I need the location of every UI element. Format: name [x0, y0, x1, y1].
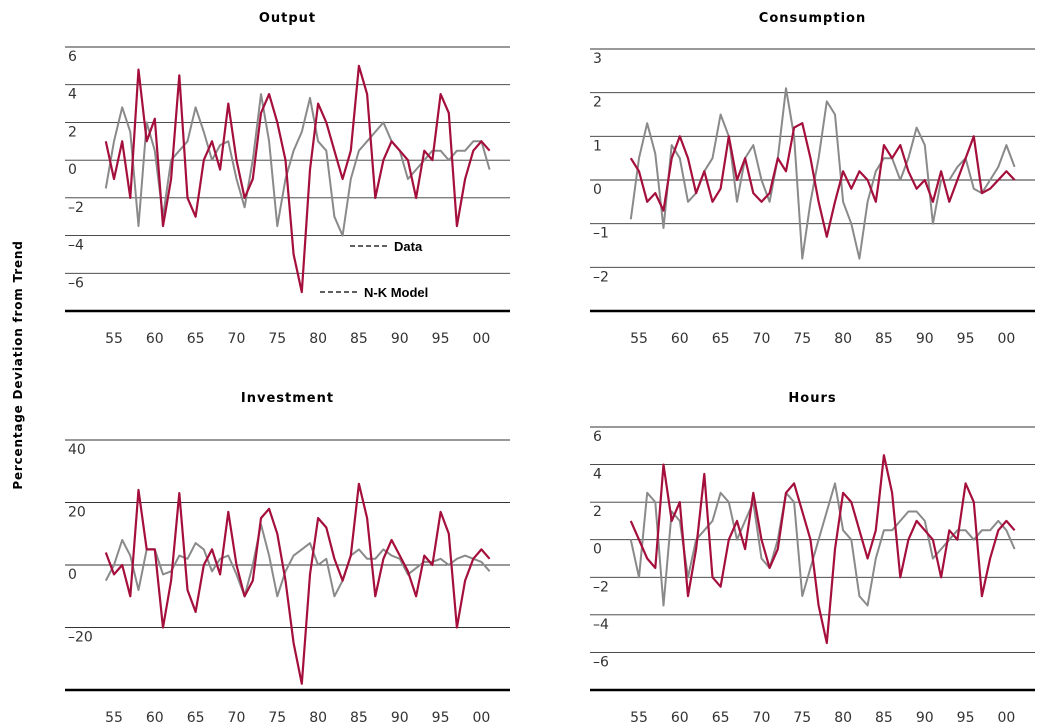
x-tick-label: 70: [228, 331, 246, 347]
x-tick-label: 90: [916, 710, 934, 726]
y-tick-label: –6: [68, 275, 84, 291]
x-tick-label: 00: [473, 331, 491, 347]
x-tick-label: 60: [671, 710, 689, 726]
x-tick-label: 55: [630, 331, 648, 347]
y-tick-label: 4: [593, 467, 602, 483]
x-tick-label: 95: [957, 331, 975, 347]
x-tick-label: 80: [309, 331, 327, 347]
y-tick-label: 0: [68, 162, 77, 178]
series-line: [104, 93, 491, 237]
y-tick-label: –2: [68, 200, 84, 216]
x-tick-label: 00: [998, 710, 1016, 726]
x-tick-label: 00: [998, 331, 1016, 347]
y-tick-label: 3: [593, 51, 602, 67]
y-tick-label: –6: [593, 654, 609, 670]
y-tick-label: 2: [68, 124, 77, 140]
x-tick-label: 55: [630, 710, 648, 726]
y-tick-label: 0: [68, 567, 77, 583]
y-tick-label: 6: [593, 429, 602, 445]
y-tick-label: –4: [68, 238, 84, 254]
x-tick-label: 00: [473, 710, 491, 726]
chart-title: Output: [259, 11, 316, 26]
y-axis-label: Percentage Deviation from Trend: [11, 240, 25, 489]
y-tick-label: 2: [593, 504, 602, 520]
y-tick-label: 0: [593, 182, 602, 198]
y-tick-label: –20: [68, 630, 93, 646]
x-tick-label: 85: [875, 331, 893, 347]
series-line: [104, 64, 491, 294]
x-tick-label: 60: [671, 331, 689, 347]
series-line: [629, 454, 1016, 645]
x-tick-label: 85: [350, 331, 368, 347]
series-line: [104, 482, 491, 685]
y-tick-label: –2: [593, 269, 609, 285]
x-tick-label: 90: [916, 331, 934, 347]
x-tick-label: 75: [268, 710, 286, 726]
x-tick-label: 80: [834, 331, 852, 347]
annotation: Data: [394, 239, 423, 254]
x-tick-label: 55: [105, 331, 123, 347]
x-tick-label: 65: [187, 331, 205, 347]
x-tick-label: 60: [146, 331, 164, 347]
x-tick-label: 85: [875, 710, 893, 726]
y-tick-label: 6: [68, 49, 77, 65]
y-tick-label: 1: [593, 138, 602, 154]
chart-title: Investment: [241, 391, 334, 406]
y-tick-label: –4: [593, 617, 609, 633]
y-tick-label: 4: [68, 87, 77, 103]
y-tick-label: –2: [593, 579, 609, 595]
x-tick-label: 90: [391, 331, 409, 347]
x-tick-label: 80: [834, 710, 852, 726]
x-tick-label: 95: [957, 710, 975, 726]
x-tick-label: 70: [228, 710, 246, 726]
x-tick-label: 95: [432, 331, 450, 347]
x-tick-label: 65: [712, 331, 730, 347]
annotation: N-K Model: [364, 285, 428, 300]
x-tick-label: 85: [350, 710, 368, 726]
y-tick-label: 2: [593, 95, 602, 111]
y-tick-label: –1: [593, 226, 609, 242]
y-tick-label: 40: [68, 442, 86, 458]
x-tick-label: 70: [753, 710, 771, 726]
x-tick-label: 60: [146, 710, 164, 726]
chart-title: Hours: [788, 391, 836, 406]
y-tick-label: 0: [593, 542, 602, 558]
x-tick-label: 65: [187, 710, 205, 726]
x-tick-label: 95: [432, 710, 450, 726]
x-tick-label: 75: [793, 710, 811, 726]
x-tick-label: 70: [753, 331, 771, 347]
series-line: [104, 523, 491, 598]
series-line: [629, 482, 1016, 607]
chart-title: Consumption: [759, 11, 866, 26]
x-tick-label: 75: [793, 331, 811, 347]
x-tick-label: 80: [309, 710, 327, 726]
x-tick-label: 75: [268, 331, 286, 347]
series-line: [629, 122, 1016, 238]
series-line: [629, 87, 1016, 260]
y-tick-label: 20: [68, 505, 86, 521]
x-tick-label: 90: [391, 710, 409, 726]
x-tick-label: 65: [712, 710, 730, 726]
x-tick-label: 55: [105, 710, 123, 726]
